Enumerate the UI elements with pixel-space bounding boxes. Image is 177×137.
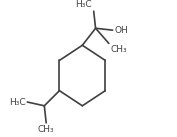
Text: OH: OH — [115, 26, 128, 35]
Text: H₃C: H₃C — [9, 98, 25, 106]
Text: CH₃: CH₃ — [38, 125, 55, 134]
Text: CH₃: CH₃ — [111, 45, 127, 54]
Text: H₃C: H₃C — [75, 0, 92, 9]
